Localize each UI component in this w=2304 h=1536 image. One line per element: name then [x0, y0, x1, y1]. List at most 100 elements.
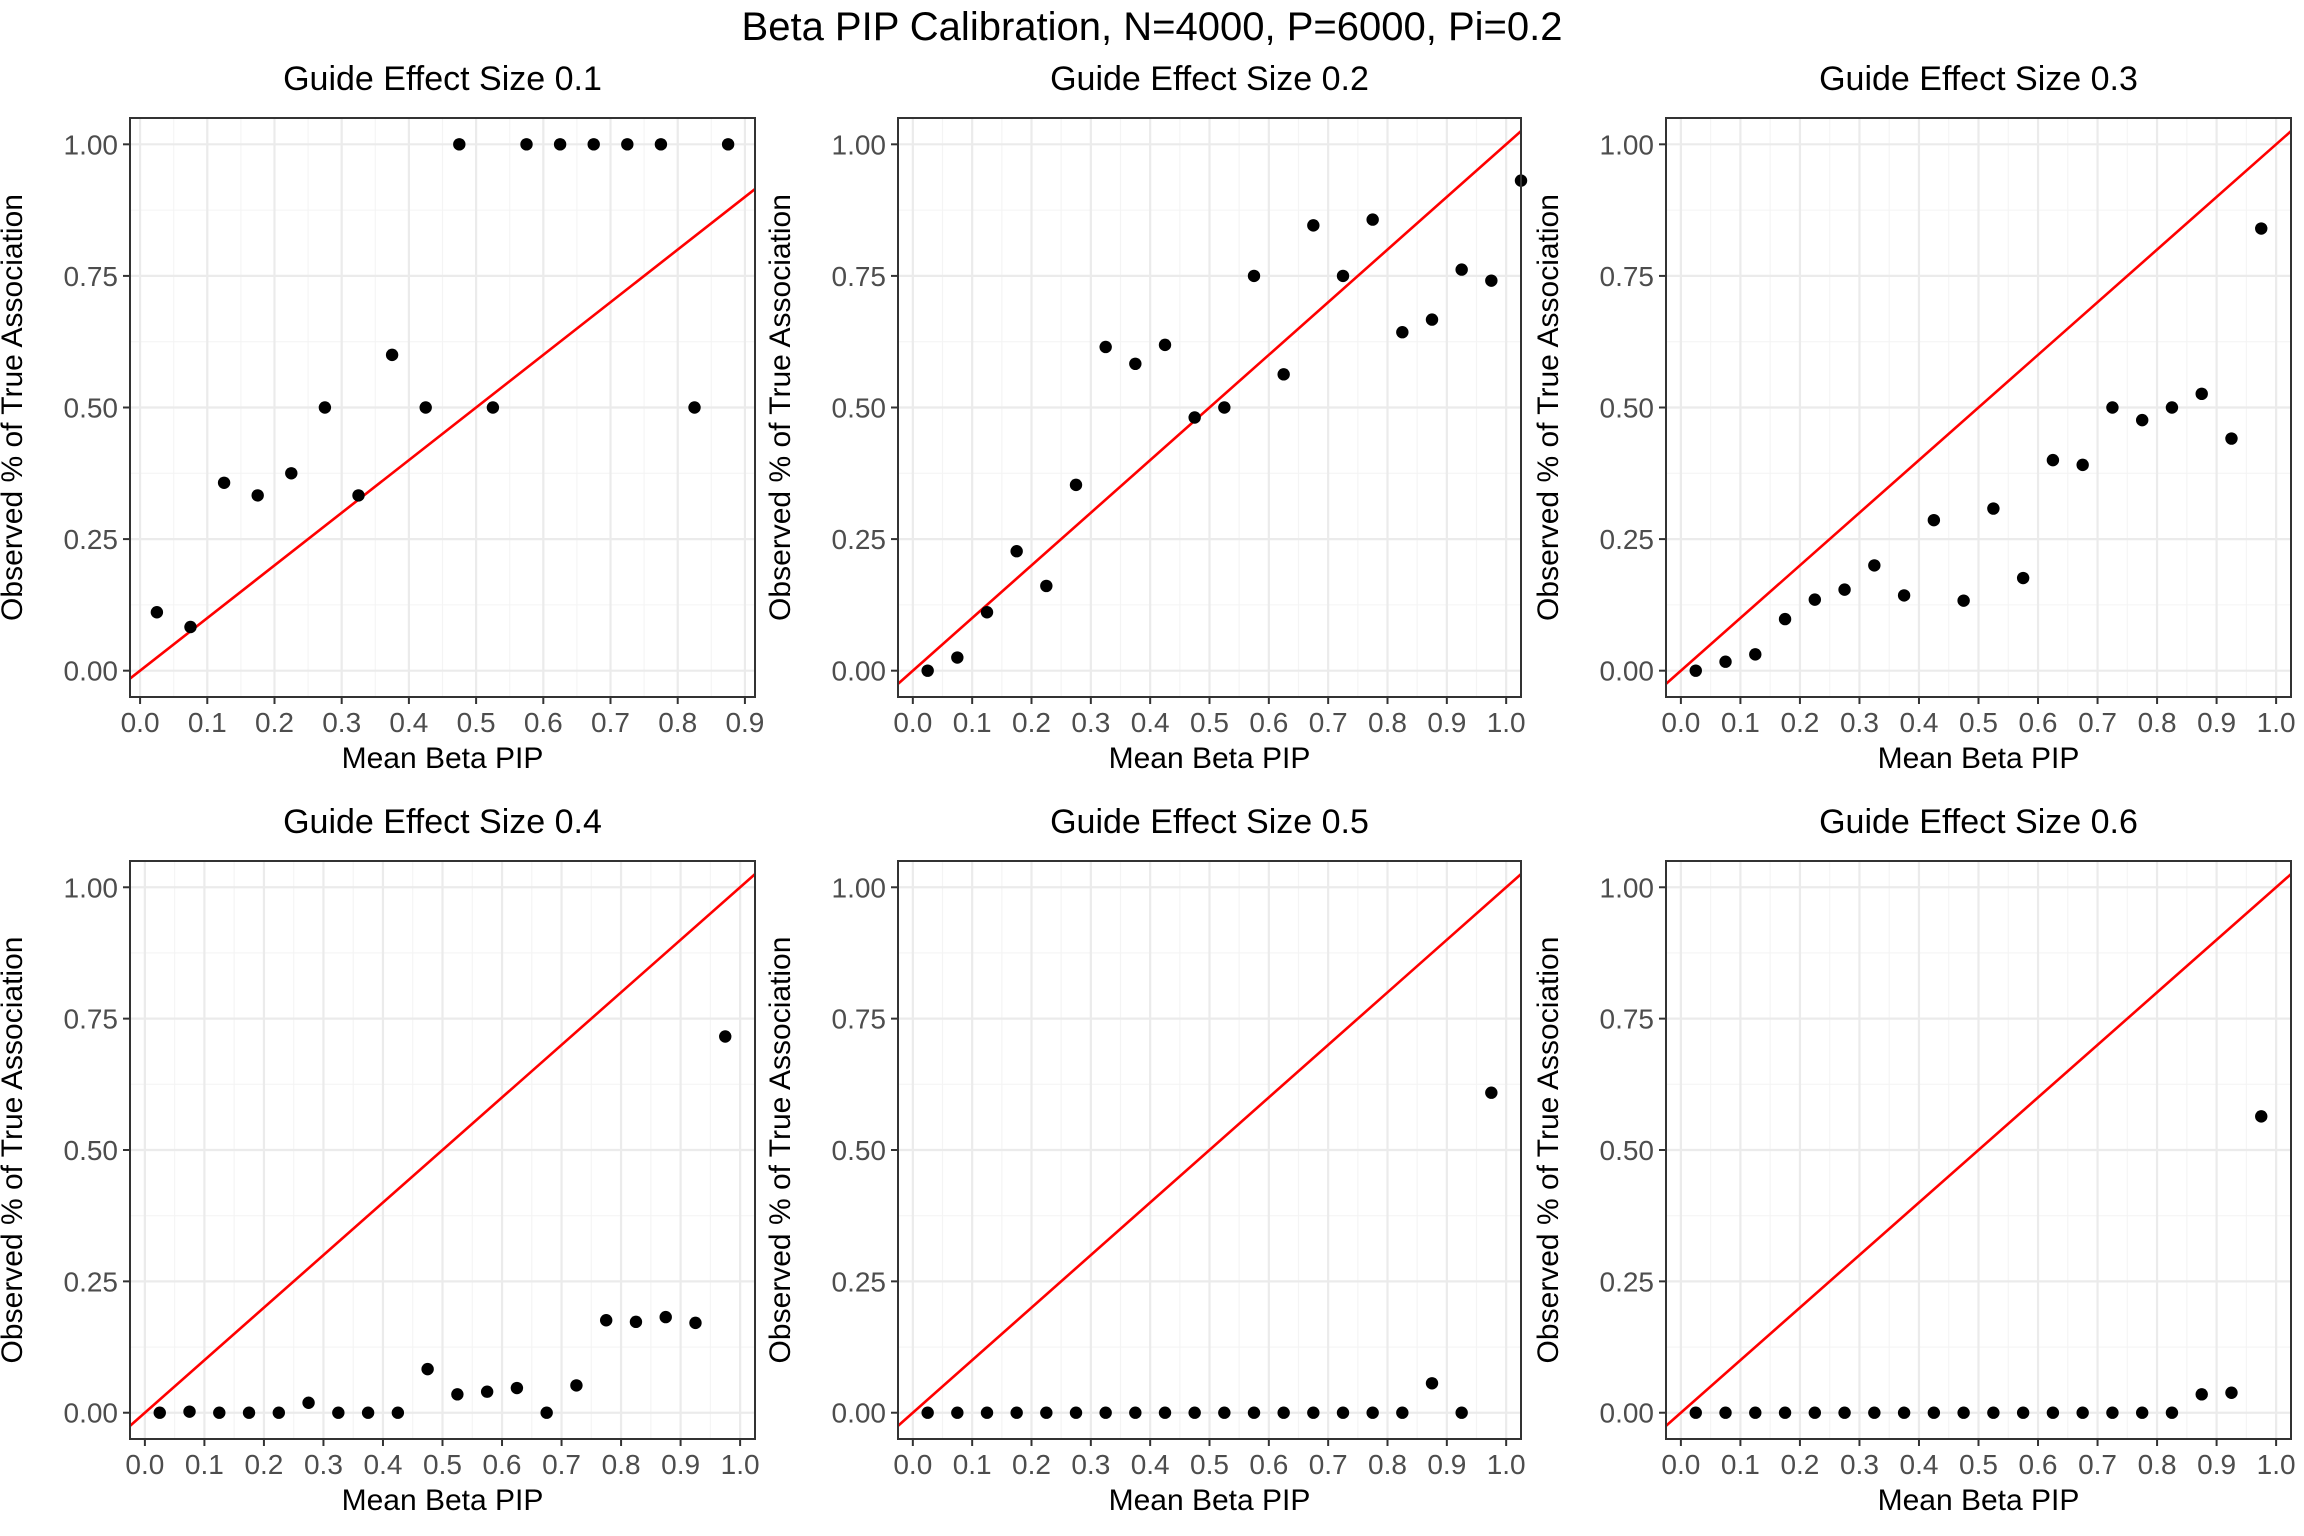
x-tick-label: 0.8 [2138, 707, 2177, 738]
data-point [719, 1030, 732, 1043]
x-tick-label: 0.2 [1012, 707, 1051, 738]
data-point [361, 1406, 375, 1419]
panel-title: Guide Effect Size 0.6 [1819, 803, 2138, 841]
y-tick-label: 0.75 [1600, 261, 1655, 292]
identity-reference-line [898, 872, 1521, 1427]
y-tick-label: 0.50 [64, 393, 119, 424]
data-point [1455, 263, 1468, 276]
x-tick-label: 0.8 [658, 707, 697, 738]
x-tick-label: 0.1 [188, 707, 227, 738]
data-point [285, 467, 298, 480]
data-point [1366, 1406, 1379, 1419]
x-tick-label: 0.4 [389, 707, 428, 738]
data-point [1897, 589, 1911, 602]
data-point [2165, 401, 2179, 414]
data-point [1010, 1406, 1023, 1419]
x-tick-label: 0.0 [893, 1449, 932, 1480]
identity-reference-line [130, 872, 755, 1427]
data-point [2106, 401, 2119, 414]
x-tick-label: 0.4 [1131, 707, 1170, 738]
data-point [1987, 502, 2000, 515]
panel-title: Guide Effect Size 0.3 [1819, 60, 2138, 98]
data-point [318, 401, 332, 414]
x-tick-label: 0.0 [125, 1449, 164, 1480]
data-point [2225, 1386, 2238, 1399]
data-point [1247, 269, 1261, 283]
y-axis-title: Observed % of True Association [0, 194, 29, 621]
chart-panel: 0.0 0.1 0.2 0.3 0.4 0.5 0.6 0.7 0.8 0.9 1.0 0.00 0.2… [1532, 803, 2296, 1517]
data-point [421, 1362, 434, 1376]
data-point [587, 138, 600, 151]
data-point [1040, 579, 1053, 593]
x-tick-label: 0.9 [2197, 707, 2236, 738]
data-point [2195, 1388, 2208, 1401]
x-tick-label: 0.1 [953, 1449, 992, 1480]
data-point [1957, 1406, 1970, 1419]
data-point [1129, 1406, 1142, 1419]
data-point [951, 651, 964, 664]
identity-reference-line [1666, 872, 2291, 1427]
data-point [1778, 612, 1792, 626]
y-tick-label: 0.50 [832, 393, 887, 424]
y-tick-label: 0.25 [832, 1266, 887, 1297]
data-point [1838, 583, 1851, 596]
data-point [480, 1385, 494, 1398]
data-point [1987, 1406, 2000, 1419]
chart-panel: 0.0 0.1 0.2 0.3 0.4 0.5 0.6 0.7 0.8 0.9 1.0 0.00 0.2… [1532, 60, 2296, 775]
y-tick-label: 0.50 [1600, 1135, 1655, 1166]
data-point [1069, 478, 1083, 492]
y-tick-label: 0.75 [832, 261, 887, 292]
x-tick-label: 0.8 [602, 1449, 641, 1480]
panel-title: Guide Effect Size 0.2 [1050, 60, 1369, 98]
x-tick-label: 1.0 [2257, 1449, 2296, 1480]
data-point [1010, 544, 1023, 558]
data-point [1158, 338, 1172, 352]
data-point [1689, 664, 1702, 677]
data-point [1689, 1406, 1702, 1419]
data-point [391, 1406, 405, 1419]
data-point [2076, 458, 2089, 472]
chart-panel: 0.0 0.1 0.2 0.3 0.4 0.5 0.6 0.7 0.8 0.9 0.00 0.25 0.… [0, 60, 764, 775]
data-point [242, 1406, 256, 1419]
y-tick-label: 0.50 [832, 1135, 887, 1166]
y-tick-label: 1.00 [64, 129, 119, 160]
x-tick-label: 0.7 [542, 1449, 581, 1480]
x-tick-label: 0.0 [1661, 707, 1700, 738]
data-point [1455, 1406, 1468, 1419]
data-point [1277, 368, 1290, 381]
data-point [251, 489, 264, 502]
y-tick-label: 0.00 [64, 1398, 119, 1429]
data-point [1749, 1406, 1762, 1419]
x-tick-label: 0.3 [1840, 1449, 1879, 1480]
data-point [980, 1406, 994, 1419]
data-point [2135, 413, 2149, 427]
data-point [921, 1406, 934, 1419]
chart-panel: 0.0 0.1 0.2 0.3 0.4 0.5 0.6 0.7 0.8 0.9 1.0 0.00 0.2… [764, 803, 1526, 1517]
x-tick-label: 0.9 [725, 707, 764, 738]
data-point [153, 1406, 166, 1419]
x-tick-label: 0.6 [524, 707, 563, 738]
data-point [1808, 593, 1822, 606]
y-tick-label: 0.00 [832, 656, 887, 687]
data-point [2106, 1406, 2119, 1419]
identity-reference-line [898, 129, 1521, 685]
y-tick-label: 0.75 [832, 1004, 887, 1035]
x-tick-label: 0.3 [322, 707, 361, 738]
y-tick-label: 0.25 [64, 1266, 119, 1297]
data-point [2255, 1110, 2268, 1123]
data-point [654, 138, 668, 151]
y-tick-label: 0.50 [64, 1135, 119, 1166]
data-point [1396, 326, 1409, 339]
data-point [2046, 453, 2060, 467]
x-tick-label: 1.0 [1487, 707, 1526, 738]
figure-title: Beta PIP Calibration, N=4000, P=6000, Pi… [742, 5, 1563, 49]
identity-reference-line [1666, 129, 2291, 685]
x-tick-label: 0.4 [1900, 1449, 1939, 1480]
chart-panel: 0.0 0.1 0.2 0.3 0.4 0.5 0.6 0.7 0.8 0.9 1.0 0.00 0.2… [764, 60, 1528, 775]
data-point [453, 138, 466, 151]
x-tick-label: 0.4 [1131, 1449, 1170, 1480]
x-tick-label: 1.0 [721, 1449, 760, 1480]
data-point [1778, 1406, 1792, 1419]
data-point [1927, 1406, 1941, 1419]
